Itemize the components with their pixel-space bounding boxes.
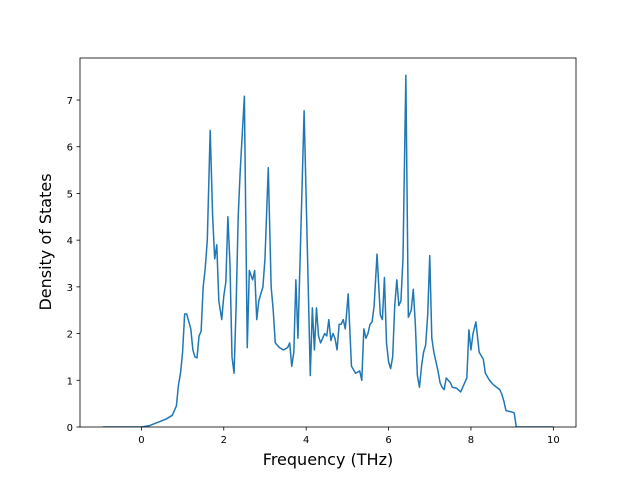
y-tick-label: 6 [67,143,73,154]
x-tick-label: 6 [385,435,391,446]
x-tick-label: 10 [547,435,560,446]
y-tick-label: 4 [67,236,73,247]
y-tick-label: 0 [67,423,73,434]
x-tick-label: 2 [221,435,227,446]
y-tick-label: 7 [67,96,73,107]
y-tick-label: 2 [67,330,73,341]
x-tick-label: 4 [303,435,309,446]
y-axis-label: Density of States [36,173,55,310]
x-axis-label: Frequency (THz) [263,450,393,469]
x-tick-label: 0 [138,435,144,446]
y-tick-label: 1 [67,376,73,387]
y-tick-label: 5 [67,189,73,200]
line [102,74,554,427]
y-tick-label: 3 [67,283,73,294]
plot-frame [79,57,577,428]
x-tick-label: 8 [468,435,474,446]
